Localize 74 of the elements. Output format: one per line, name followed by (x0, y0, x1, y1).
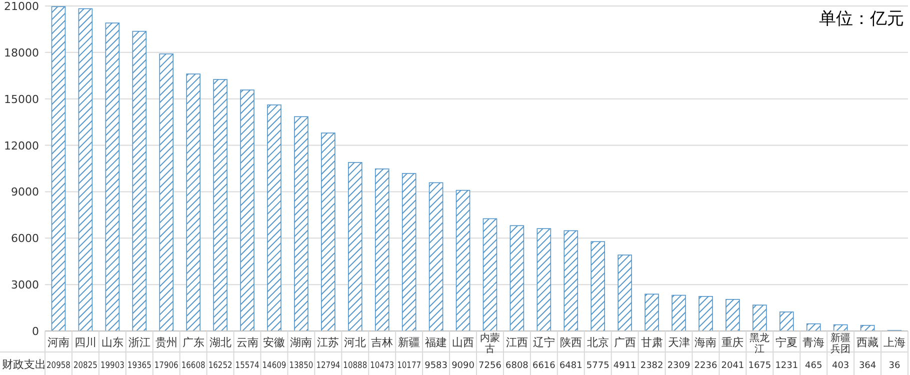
y-tick-label: 6000 (11, 232, 39, 246)
x-tick-label: 青海 (802, 336, 825, 349)
y-tick-label: 18000 (4, 46, 39, 60)
data-label: 14609 (262, 361, 291, 371)
data-label: 4911 (613, 361, 636, 371)
x-tick-label: 山西 (452, 336, 474, 349)
y-tick-label: 0 (32, 325, 39, 338)
x-tick-label: 贵州 (155, 336, 178, 349)
x-tick-label: 重庆 (722, 336, 744, 349)
data-label: 1231 (775, 361, 798, 371)
data-label: 10177 (397, 361, 426, 371)
x-tick-label: 天津 (668, 336, 690, 349)
y-tick-label: 12000 (4, 139, 39, 152)
data-label: 9090 (452, 361, 475, 371)
x-tick-label: 上海 (884, 336, 906, 349)
y-tick-label: 3000 (11, 278, 39, 292)
data-label: 2041 (721, 361, 744, 371)
x-tick-label: 四川 (74, 336, 96, 349)
x-tick-label: 福建 (425, 336, 448, 349)
x-tick-label: 甘肃 (640, 336, 663, 349)
x-tick-label: 新疆 (398, 336, 420, 349)
data-label: 12794 (316, 361, 345, 371)
data-label: 7256 (478, 361, 502, 371)
x-tick-label: 广西 (614, 336, 636, 349)
data-label: 2382 (640, 361, 664, 371)
x-tick-label: 新疆兵团 (830, 332, 851, 355)
x-tick-label: 西藏 (856, 336, 879, 349)
data-label: 10888 (343, 361, 372, 371)
data-label: 2309 (667, 361, 690, 371)
x-tick-label: 宁夏 (776, 336, 798, 349)
x-tick-label: 广东 (182, 336, 204, 349)
data-label: 1675 (748, 361, 772, 371)
data-label: 16608 (181, 361, 210, 371)
x-tick-label: 海南 (694, 336, 717, 349)
data-label: 2236 (694, 361, 718, 371)
data-label: 20825 (73, 361, 102, 371)
data-label: 17906 (154, 361, 184, 371)
text: 财政支出 (2, 358, 46, 371)
data-label: 6481 (559, 361, 582, 371)
data-label: 16252 (208, 361, 237, 371)
data-label: 364 (858, 361, 876, 371)
x-tick-label: 北京 (586, 336, 609, 349)
data-label: 6808 (506, 361, 529, 371)
x-tick-label: 江苏 (317, 336, 340, 349)
x-tick-label: 浙江 (128, 336, 150, 349)
data-label: 403 (832, 361, 850, 371)
data-label: 6616 (532, 361, 556, 371)
x-tick-label: 陕西 (560, 336, 582, 349)
x-tick-label: 云南 (236, 336, 258, 349)
x-tick-label: 安徽 (263, 336, 286, 349)
data-label: 465 (805, 361, 822, 371)
x-tick-label: 辽宁 (532, 336, 555, 349)
x-tick-label: 黑龙江 (750, 332, 770, 355)
x-tick-label: 河北 (344, 336, 366, 349)
data-label: 15574 (235, 361, 264, 371)
data-label: 5775 (586, 361, 610, 371)
data-label: 9583 (424, 361, 448, 371)
x-tick-label: 湖南 (290, 336, 312, 349)
y-tick-label: 9000 (11, 186, 39, 199)
data-label: 10473 (370, 361, 399, 371)
data-label: 13850 (289, 361, 318, 371)
y-tick-label: 15000 (4, 92, 39, 106)
x-tick-label: 山东 (101, 336, 124, 349)
data-label: 20958 (46, 361, 76, 371)
annotation: 单位：亿元 (819, 9, 904, 29)
x-tick-label: 河南 (47, 336, 70, 349)
x-tick-label: 江西 (506, 336, 528, 349)
data-label: 19903 (100, 361, 130, 371)
data-label: 19365 (127, 361, 156, 371)
x-tick-label: 吉林 (371, 336, 394, 349)
x-tick-label: 湖北 (209, 336, 232, 349)
x-tick-label: 内蒙古 (480, 332, 500, 355)
y-tick-label: 21000 (4, 0, 39, 13)
data-label: 36 (888, 361, 901, 371)
